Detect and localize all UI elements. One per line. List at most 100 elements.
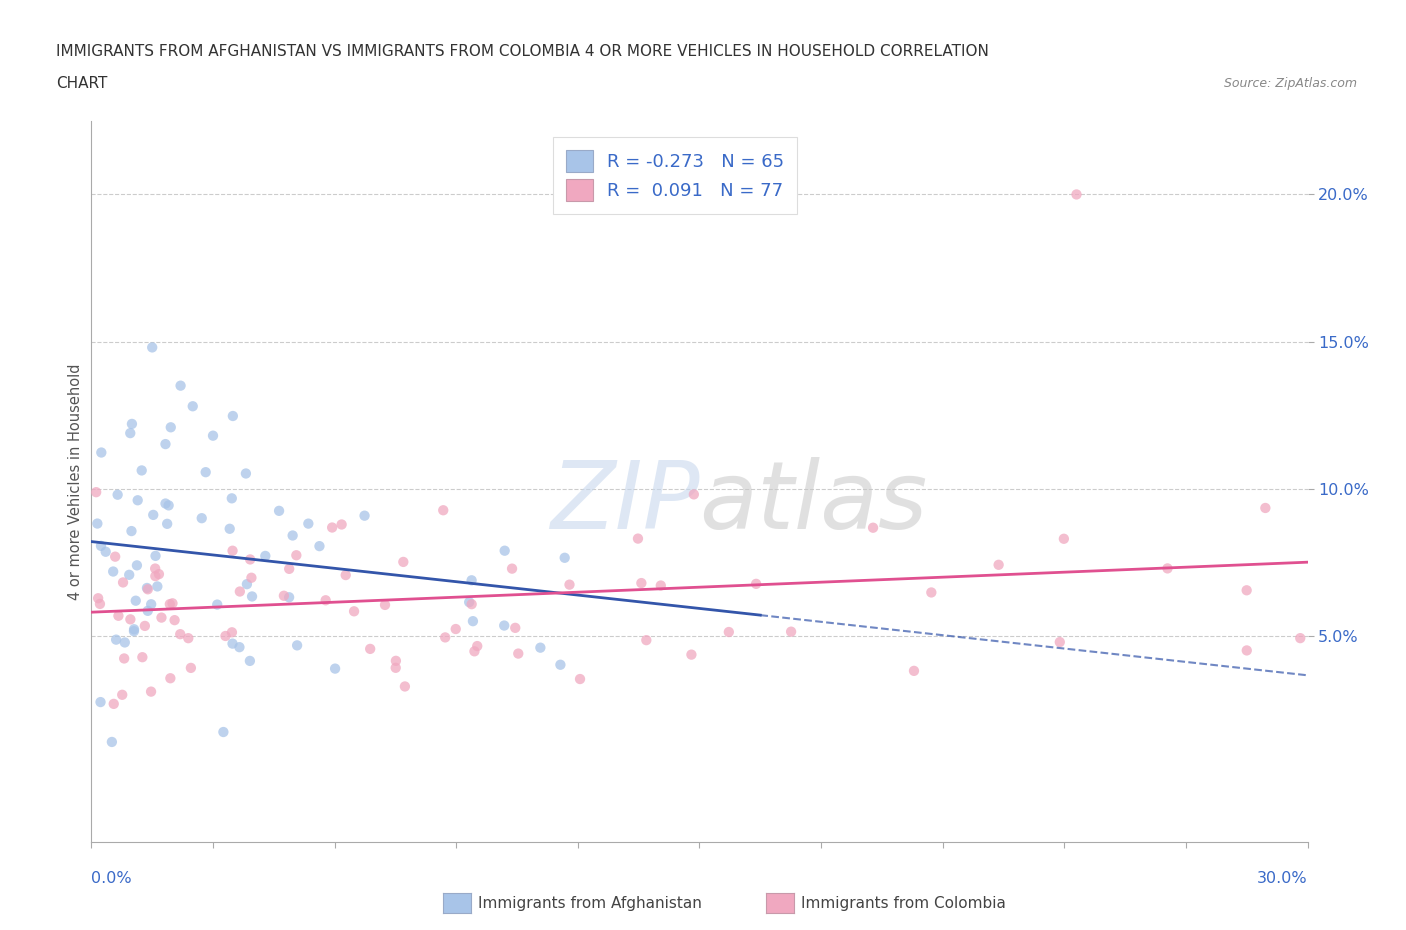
Point xyxy=(1066,187,1088,202)
Point xyxy=(89,695,111,710)
Point xyxy=(136,580,159,595)
Point xyxy=(460,573,482,588)
Point xyxy=(84,485,107,499)
Point xyxy=(550,658,572,672)
Point xyxy=(508,646,530,661)
Point xyxy=(104,550,127,565)
Point xyxy=(745,577,768,591)
Point xyxy=(122,622,145,637)
Point xyxy=(1049,634,1071,649)
Point xyxy=(155,496,177,511)
Point xyxy=(134,618,156,633)
Point xyxy=(155,437,177,452)
Point xyxy=(107,608,129,623)
Point xyxy=(163,613,186,628)
Point xyxy=(569,671,592,686)
Text: Source: ZipAtlas.com: Source: ZipAtlas.com xyxy=(1223,77,1357,90)
Point xyxy=(432,503,454,518)
Point xyxy=(127,493,149,508)
Point xyxy=(180,660,202,675)
Point xyxy=(503,620,526,635)
Point xyxy=(131,650,153,665)
Point xyxy=(221,625,243,640)
Point xyxy=(862,520,884,535)
Point xyxy=(148,566,170,581)
Point xyxy=(125,558,148,573)
Text: CHART: CHART xyxy=(56,76,108,91)
Point xyxy=(139,684,162,699)
Point xyxy=(1156,561,1178,576)
Point xyxy=(221,543,243,558)
Point xyxy=(218,522,240,537)
Point xyxy=(90,445,112,460)
Point xyxy=(630,576,652,591)
Point xyxy=(107,487,129,502)
Point xyxy=(285,548,308,563)
Text: atlas: atlas xyxy=(699,458,928,549)
Point xyxy=(353,508,375,523)
Point xyxy=(273,589,295,604)
Text: Immigrants from Colombia: Immigrants from Colombia xyxy=(801,896,1007,910)
Point xyxy=(207,597,229,612)
Point xyxy=(717,625,740,640)
Point xyxy=(1236,583,1258,598)
Point xyxy=(444,621,467,636)
Point xyxy=(177,631,200,645)
Point xyxy=(920,585,942,600)
Point xyxy=(141,597,163,612)
Point xyxy=(162,596,184,611)
Y-axis label: 4 or more Vehicles in Household: 4 or more Vehicles in Household xyxy=(67,363,83,600)
Point xyxy=(141,340,163,355)
Point xyxy=(212,724,235,739)
Point xyxy=(89,596,111,611)
Point xyxy=(501,561,523,576)
Point xyxy=(125,593,148,608)
Point xyxy=(240,589,263,604)
Point xyxy=(315,592,337,607)
Point xyxy=(321,520,343,535)
Point xyxy=(131,463,153,478)
Point xyxy=(236,577,259,591)
Point xyxy=(103,565,125,579)
Point xyxy=(278,562,301,577)
Point xyxy=(374,597,396,612)
Point xyxy=(1289,631,1312,645)
Point xyxy=(103,697,125,711)
Point xyxy=(112,575,135,590)
Point xyxy=(145,549,167,564)
Text: Immigrants from Afghanistan: Immigrants from Afghanistan xyxy=(478,896,702,910)
Point xyxy=(434,630,457,644)
Point xyxy=(636,632,658,647)
Point xyxy=(308,538,330,553)
Point xyxy=(494,618,516,633)
Point xyxy=(297,516,319,531)
Point xyxy=(143,561,166,576)
Point xyxy=(122,624,145,639)
Point xyxy=(159,671,181,685)
Point xyxy=(458,594,481,609)
Point xyxy=(903,663,925,678)
Point xyxy=(554,551,576,565)
Point xyxy=(120,426,142,441)
Point xyxy=(86,516,108,531)
Point xyxy=(463,644,485,658)
Point xyxy=(111,687,134,702)
Point xyxy=(120,612,142,627)
Point xyxy=(87,591,110,605)
Point xyxy=(114,635,136,650)
Point xyxy=(1254,500,1277,515)
Text: 0.0%: 0.0% xyxy=(91,871,132,886)
Point xyxy=(529,640,551,655)
Point xyxy=(105,632,128,647)
Point xyxy=(267,503,290,518)
Point xyxy=(228,640,250,655)
Point xyxy=(221,491,243,506)
Point xyxy=(235,466,257,481)
Point xyxy=(94,544,117,559)
Point xyxy=(240,570,263,585)
Point xyxy=(384,660,406,675)
Point xyxy=(987,557,1010,572)
Point xyxy=(461,614,484,629)
Point xyxy=(385,654,408,669)
Point xyxy=(681,647,703,662)
